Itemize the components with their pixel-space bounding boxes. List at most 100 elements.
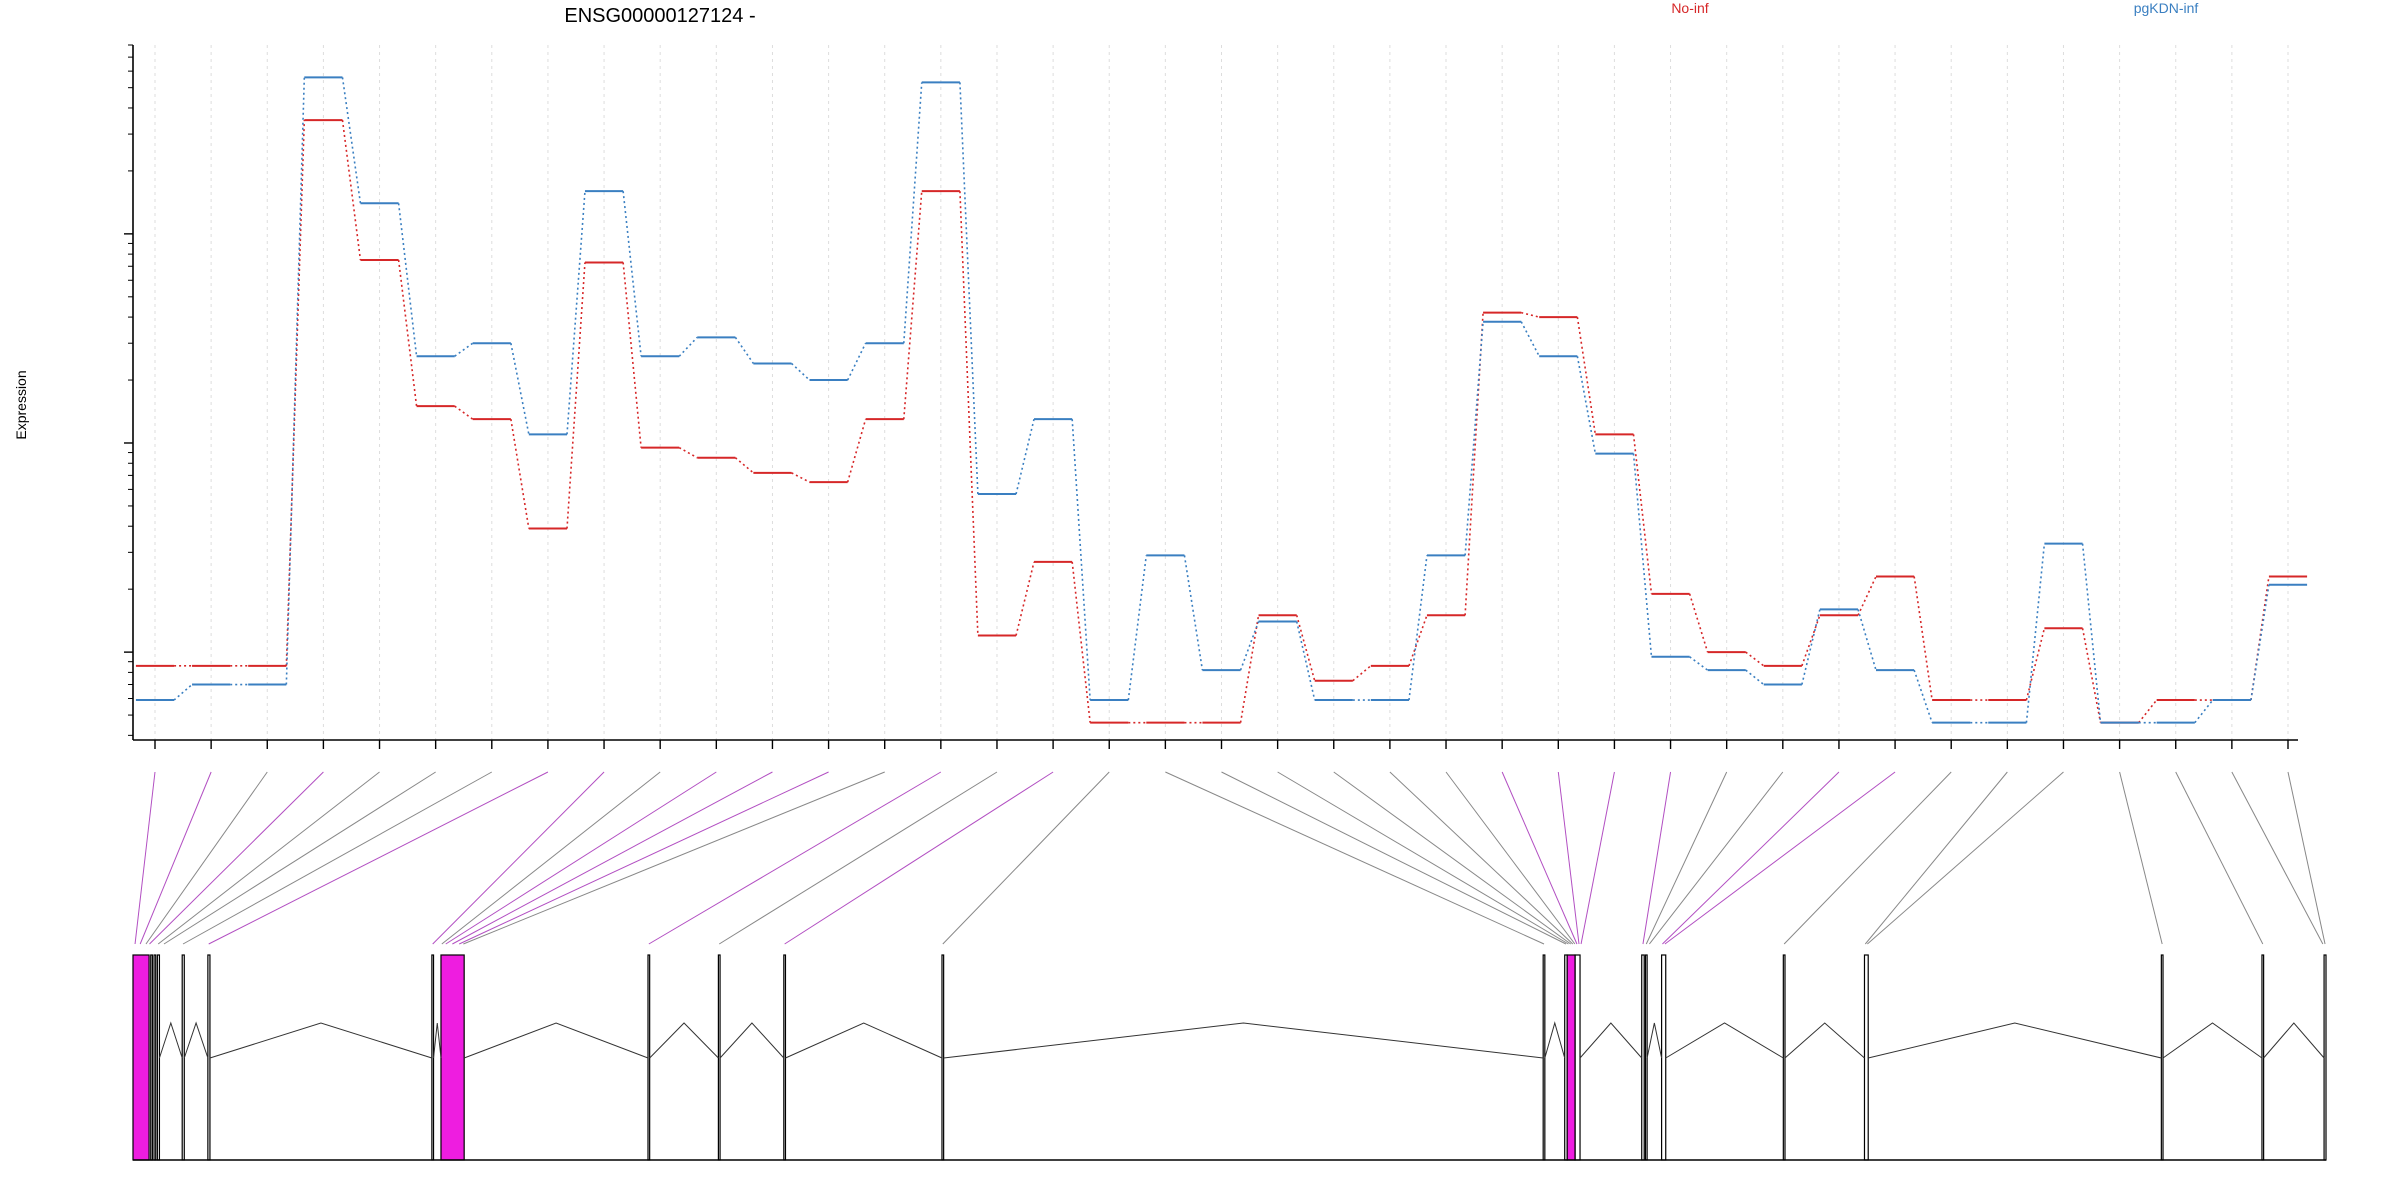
connector: [285, 77, 306, 685]
intron-chevron: [2263, 1022, 2325, 1059]
exon-link: [1333, 771, 1572, 945]
connector: [678, 446, 698, 459]
exon-block-highlighted: [440, 954, 465, 1161]
exon-link: [432, 771, 605, 945]
connector: [1688, 593, 1709, 653]
exon-link: [441, 771, 661, 945]
connector: [566, 262, 586, 529]
exon-link: [1557, 771, 1580, 945]
connector: [2025, 628, 2046, 701]
connector: [341, 77, 362, 204]
connector: [902, 191, 923, 420]
connector: [2250, 584, 2270, 701]
connector: [902, 82, 923, 344]
exon-link: [2175, 771, 2264, 945]
exon-link: [1662, 771, 1840, 945]
connector: [1408, 555, 1428, 701]
intron-chevron: [433, 1022, 442, 1059]
exon-block: [2160, 954, 2164, 1161]
exon-link: [2119, 771, 2163, 945]
exon-link: [2287, 771, 2326, 945]
connector: [2250, 576, 2270, 701]
exon-link: [458, 771, 829, 945]
connector: [510, 343, 530, 435]
legend-no-inf: No-inf: [1671, 0, 1708, 16]
exon-link: [1642, 771, 1672, 945]
intron-chevron: [158, 1021, 183, 1059]
connector: [1239, 615, 1260, 723]
connector: [1913, 576, 1933, 701]
exon-link: [1864, 771, 2008, 945]
connector: [622, 262, 642, 448]
connector: [1352, 665, 1372, 682]
chart-title: ENSG00000127124 -: [564, 5, 755, 27]
connector: [1857, 609, 1877, 671]
intron-chevron: [1544, 1021, 1566, 1059]
connector: [1576, 316, 1597, 435]
exon-block-highlighted: [132, 954, 150, 1161]
exon-link: [139, 771, 212, 945]
connector: [173, 683, 193, 701]
connector: [1015, 418, 1035, 495]
exon-link: [1645, 771, 1728, 945]
connector: [1295, 621, 1316, 701]
connector: [846, 342, 867, 381]
connector: [454, 405, 474, 420]
exon-link: [445, 771, 717, 945]
exon-block: [2261, 954, 2265, 1161]
intron-chevron: [943, 1022, 1544, 1059]
exon-link: [463, 771, 885, 945]
connector: [1576, 356, 1597, 454]
exon-link: [1648, 771, 1784, 945]
connector: [1801, 609, 1821, 685]
exon-block: [647, 954, 651, 1161]
connector: [1689, 656, 1709, 671]
connector: [2081, 628, 2102, 723]
exon-block: [1782, 954, 1786, 1161]
legend-pgkdn-inf: pgKDN-inf: [2134, 0, 2199, 16]
exon-link: [1277, 771, 1569, 945]
exon-link: [1867, 771, 2064, 945]
connector: [1408, 615, 1428, 667]
exon-link: [134, 771, 156, 945]
connector: [622, 191, 642, 357]
connector: [285, 120, 306, 666]
exon-link: [182, 771, 493, 945]
exon-link: [1580, 771, 1615, 945]
exon-link: [718, 771, 998, 945]
exon-link: [149, 771, 324, 945]
exon-block: [783, 954, 787, 1161]
connector: [1632, 434, 1653, 594]
exon-link: [784, 771, 1054, 945]
exon-block-highlighted: [1566, 954, 1576, 1161]
exon-block: [150, 954, 153, 1161]
connector: [678, 336, 698, 357]
exon-block: [1863, 954, 1869, 1161]
exon-block: [941, 954, 945, 1161]
connector: [2025, 543, 2046, 723]
intron-chevron: [719, 1022, 785, 1059]
exon-block: [1641, 954, 1645, 1161]
intron-chevron: [1646, 1022, 1663, 1059]
intron-chevron: [209, 1022, 433, 1059]
connector: [1745, 669, 1765, 686]
exon-link: [1389, 771, 1574, 945]
y-axis-label: Expression: [13, 370, 29, 439]
exon-link: [648, 771, 942, 945]
connector: [1857, 576, 1877, 616]
exon-link: [1445, 771, 1576, 945]
connector: [510, 419, 530, 529]
connector: [959, 191, 979, 636]
connector: [1183, 555, 1204, 671]
connector: [566, 191, 586, 435]
connector: [1521, 311, 1540, 318]
intron-chevron: [1868, 1022, 2162, 1059]
y-axis: [124, 44, 134, 740]
connector: [1071, 419, 1091, 701]
connector: [790, 362, 811, 381]
intron-chevron: [2162, 1022, 2263, 1059]
connector: [397, 203, 418, 357]
exon-link: [145, 771, 268, 945]
connector: [2081, 543, 2102, 723]
